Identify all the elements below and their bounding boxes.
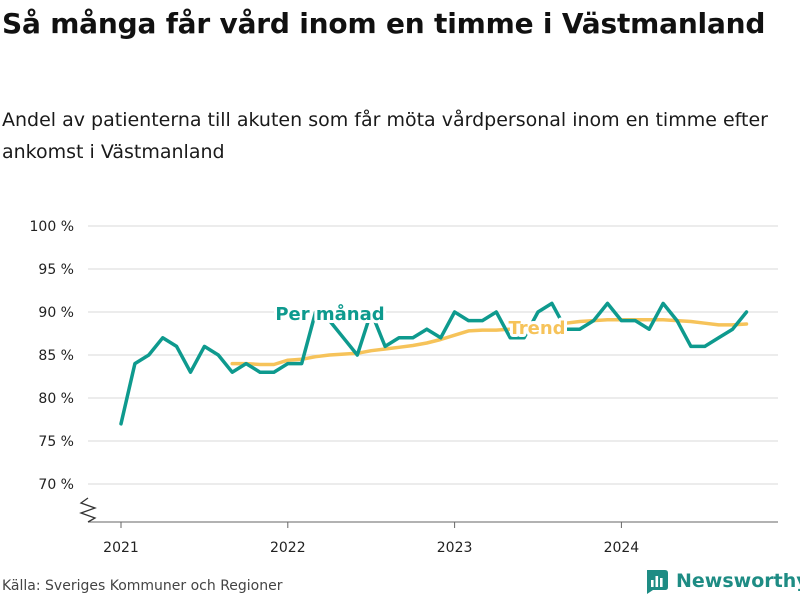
y-tick-label: 90 % (38, 305, 74, 321)
series-label-trend: Trend (508, 318, 565, 339)
y-tick-label: 70 % (38, 477, 74, 493)
brand-name: Newsworthy (676, 570, 800, 592)
monthly-line (119, 301, 749, 426)
newsworthy-logo-icon (647, 570, 668, 594)
y-tick-label: 75 % (38, 434, 74, 450)
axis-break-icon (79, 497, 97, 523)
trend-line (230, 317, 749, 367)
series-label-monthly: Per månad (275, 303, 384, 325)
x-tick-label: 2022 (270, 540, 306, 556)
y-tick-label: 80 % (38, 391, 74, 407)
y-tick-label: 95 % (38, 262, 74, 278)
chart-title: Så många får vård inom en timme i Västma… (2, 7, 766, 40)
y-tick-label: 85 % (38, 348, 74, 364)
x-tick-label: 2021 (103, 540, 139, 556)
series-layer (119, 301, 749, 426)
axis-layer: 70 % 75 % 80 % 85 % 90 % 95 % 100 % 2021 2022 202… (30, 219, 778, 556)
x-tick-label: 2023 (437, 540, 473, 556)
label-layer: Per månad Trend (272, 300, 568, 342)
y-tick-label: 100 % (30, 219, 74, 235)
brand-logo: Newsworthy (644, 568, 800, 594)
grid-layer (88, 225, 778, 485)
source-note: Källa: Sveriges Kommuner och Regioner (2, 578, 283, 594)
chart-subtitle: Andel av patienterna till akuten som får… (2, 109, 768, 163)
x-tick-label: 2024 (604, 540, 640, 556)
